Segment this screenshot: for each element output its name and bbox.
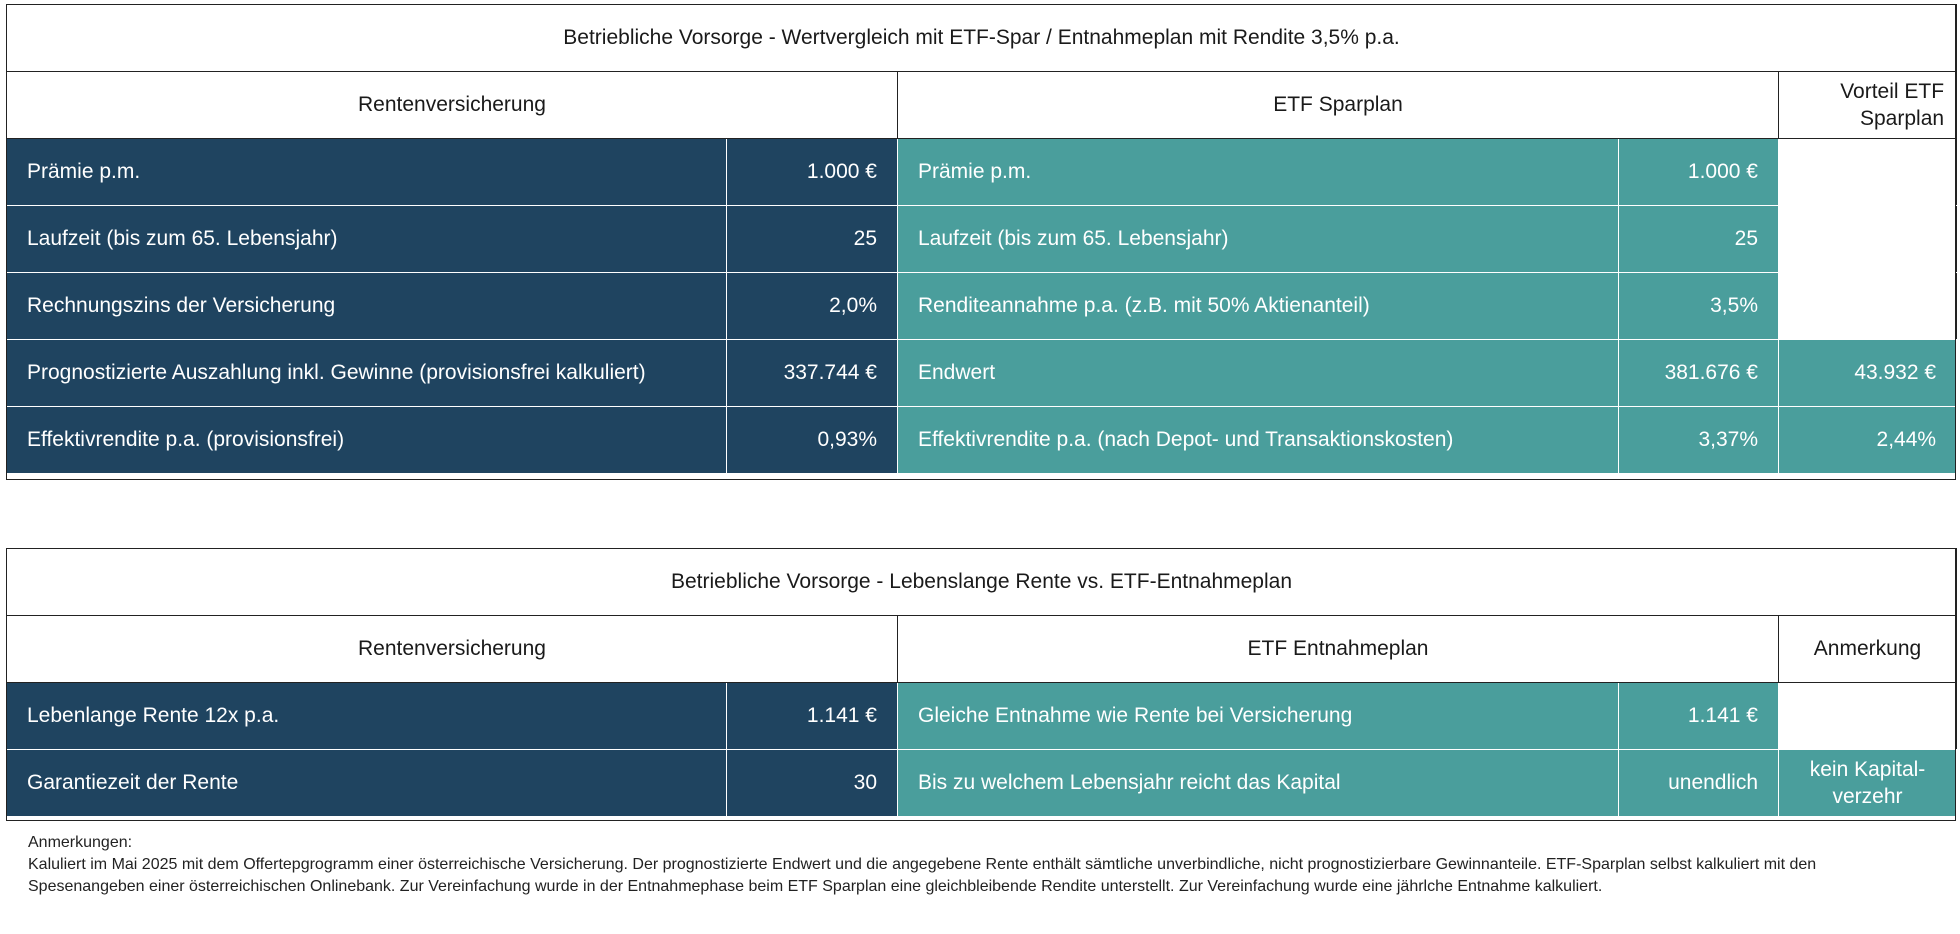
row-label: Lebenlange Rente 12x p.a. <box>6 682 727 750</box>
row-value: 381.676 € <box>1618 339 1779 407</box>
row-label: Prämie p.m. <box>6 138 727 206</box>
row-label: Bis zu welchem Lebensjahr reicht das Kap… <box>897 749 1619 817</box>
notes-text: Kaluliert im Mai 2025 mit dem Offertepgr… <box>28 856 1817 895</box>
comparison-table-savings: Betriebliche Vorsorge - Wertvergleich mi… <box>5 4 1958 474</box>
advantage-value: 43.932 € <box>1777 339 1958 407</box>
row-label: Gleiche Entnahme wie Rente bei Versicher… <box>897 682 1619 750</box>
notes-heading: Anmerkungen: <box>28 834 133 851</box>
table-title: Betriebliche Vorsorge - Lebenslange Rent… <box>6 548 1957 616</box>
table-row: Rechnungszins der Versicherung 2,0% Rend… <box>6 272 1958 340</box>
row-label: Effektivrendite p.a. (nach Depot- und Tr… <box>897 406 1619 474</box>
row-value: 1.141 € <box>1618 682 1779 750</box>
advantage-cell <box>1777 138 1958 206</box>
table-row: Garantiezeit der Rente 30 Bis zu welchem… <box>6 749 1957 817</box>
row-label: Effektivrendite p.a. (provisionsfrei) <box>6 406 727 474</box>
table-row: Effektivrendite p.a. (provisionsfrei) 0,… <box>6 406 1958 474</box>
row-label: Laufzeit (bis zum 65. Lebensjahr) <box>6 205 727 273</box>
row-label: Renditeannahme p.a. (z.B. mit 50% Aktien… <box>897 272 1619 340</box>
table-row: Prognostizierte Auszahlung inkl. Gewinne… <box>6 339 1958 407</box>
advantage-value: 2,44% <box>1777 406 1958 474</box>
row-label: Endwert <box>897 339 1619 407</box>
row-label: Prognostizierte Auszahlung inkl. Gewinne… <box>6 339 727 407</box>
row-value: 2,0% <box>726 272 898 340</box>
row-value: unendlich <box>1618 749 1779 817</box>
row-value: 1.000 € <box>726 138 898 206</box>
note-value: kein Kapital-verzehr <box>1778 749 1957 817</box>
advantage-cell <box>1777 205 1958 273</box>
row-value: 1.000 € <box>1618 138 1779 206</box>
advantage-cell <box>1777 272 1958 340</box>
row-value: 3,37% <box>1618 406 1779 474</box>
row-value: 337.744 € <box>726 339 898 407</box>
row-value: 25 <box>1618 205 1779 273</box>
header-etf-entnahmeplan: ETF Entnahmeplan <box>897 615 1779 683</box>
table-row: Lebenlange Rente 12x p.a. 1.141 € Gleich… <box>6 682 1957 750</box>
row-value: 1.141 € <box>726 682 898 750</box>
header-anmerkung: Anmerkung <box>1778 615 1957 683</box>
row-label: Prämie p.m. <box>897 138 1619 206</box>
header-vorteil: Vorteil ETF Sparplan <box>1777 71 1958 139</box>
table-row: Prämie p.m. 1.000 € Prämie p.m. 1.000 € <box>6 138 1958 206</box>
row-value: 25 <box>726 205 898 273</box>
comparison-table-payout: Betriebliche Vorsorge - Lebenslange Rent… <box>6 548 1957 817</box>
row-label: Garantiezeit der Rente <box>6 749 727 817</box>
row-value: 3,5% <box>1618 272 1779 340</box>
row-label: Rechnungszins der Versicherung <box>6 272 727 340</box>
row-value: 0,93% <box>726 406 898 474</box>
footnotes: Anmerkungen: Kaluliert im Mai 2025 mit d… <box>28 832 1928 898</box>
table-row: Laufzeit (bis zum 65. Lebensjahr) 25 Lau… <box>6 205 1958 273</box>
header-rentenversicherung: Rentenversicherung <box>6 615 898 683</box>
table-title: Betriebliche Vorsorge - Wertvergleich mi… <box>5 4 1958 72</box>
header-etf-sparplan: ETF Sparplan <box>897 71 1779 139</box>
header-rentenversicherung: Rentenversicherung <box>6 71 898 139</box>
row-label: Laufzeit (bis zum 65. Lebensjahr) <box>897 205 1619 273</box>
note-cell <box>1778 682 1957 750</box>
row-value: 30 <box>726 749 898 817</box>
